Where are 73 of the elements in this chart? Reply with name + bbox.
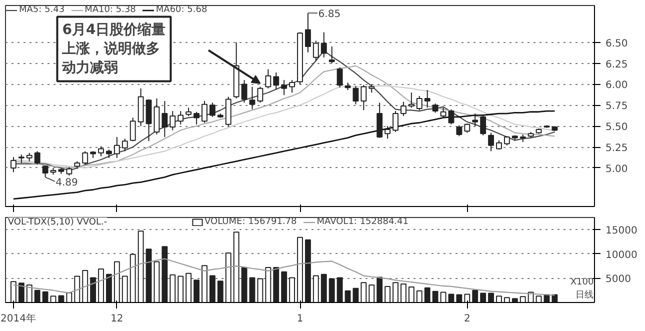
candlestick [312, 40, 319, 62]
candlestick [488, 132, 494, 152]
candlestick [408, 92, 414, 108]
candlestick [472, 113, 478, 127]
candlestick [464, 123, 470, 134]
candlestick [273, 72, 280, 90]
legend-label: MA60: 5.68 [156, 5, 208, 15]
candlestick [178, 110, 184, 125]
candlestick [34, 150, 40, 166]
y-tick-label: 5.25 [606, 143, 628, 154]
y-tick-label: 5.75 [606, 101, 628, 112]
y-tick-label: 10000 [606, 250, 638, 261]
annotation: 4.89 [56, 177, 78, 188]
candlestick [122, 138, 128, 152]
candlestick [202, 100, 208, 124]
candlestick [249, 86, 256, 110]
line-series [12, 258, 556, 296]
candlestick [424, 90, 430, 108]
candlestick [194, 111, 200, 125]
y-tick-label: 5.00 [606, 164, 628, 175]
candlestick [82, 150, 88, 166]
y-tick-label: 6.50 [606, 38, 628, 50]
y-tick-label: 6.00 [606, 80, 628, 92]
candlestick [320, 32, 327, 58]
candlestick [448, 108, 454, 125]
candlestick [360, 84, 367, 111]
candlestick [504, 136, 510, 146]
legend-label: MA5: 5.43 [19, 5, 65, 15]
line-series [12, 110, 556, 200]
candlestick [114, 136, 120, 158]
candlestick [440, 107, 446, 118]
candlestick [416, 95, 422, 111]
candlestick [241, 80, 248, 104]
candlestick [328, 46, 335, 64]
candlestick [42, 164, 48, 178]
y-tick-label: 6.25 [606, 59, 628, 70]
x-tick-label: 1 [296, 314, 304, 324]
candlestick [170, 110, 176, 131]
candlestick [384, 126, 391, 140]
legend-label: MAVOL1: 152884.41 [316, 217, 408, 227]
candlestick [304, 12, 311, 53]
x-tick-label: 2014年 [0, 312, 36, 324]
legend-label: MA10: 5.38 [84, 5, 136, 15]
candlestick [376, 102, 383, 138]
candlestick [352, 85, 359, 105]
text: X100 [570, 278, 594, 288]
candlestick [98, 146, 104, 157]
candlestick [10, 156, 16, 173]
candlestick [265, 68, 272, 89]
candlestick [400, 101, 406, 117]
candlestick [146, 98, 152, 142]
annotation: 6月4日股价缩量上涨，说明做多动力减弱 [61, 20, 166, 76]
candlestick [257, 86, 264, 104]
legend-label: VOLUME: 156791.78 [204, 217, 297, 227]
x-tick-label: 2 [464, 314, 470, 324]
candlestick [336, 66, 343, 88]
annotation: 6.85 [318, 9, 341, 20]
candlestick [162, 100, 168, 138]
x-tick-label: 12 [110, 314, 124, 324]
candlestick [281, 80, 288, 96]
candlestick [289, 80, 296, 94]
y-tick-label: 5.50 [606, 122, 628, 134]
candlestick [209, 102, 216, 118]
candlestick [456, 124, 462, 137]
y-tick-label: 15000 [606, 226, 638, 237]
candlestick [130, 117, 136, 142]
candlestick [432, 102, 438, 114]
candlestick [392, 110, 398, 132]
candlestick [496, 140, 502, 150]
y-tick-label: 5000 [606, 274, 631, 286]
candlestick [480, 114, 486, 136]
chart-title: VOL-TDX(5,10) VVOL.- [8, 218, 108, 228]
text: 日线 [576, 290, 594, 300]
